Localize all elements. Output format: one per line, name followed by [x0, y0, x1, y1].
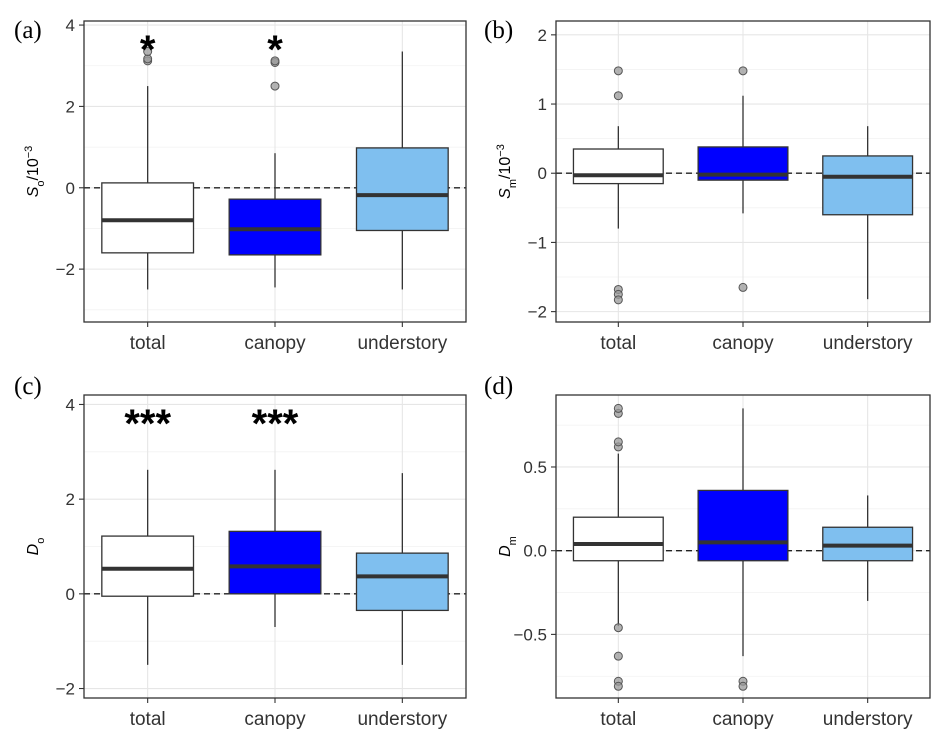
x-tick-label: canopy — [244, 333, 306, 354]
chart-panel: *** *** 4 2 0 −2 total canopy understory Do (c) — [14, 373, 467, 730]
y-axis-label-subscript: o — [35, 181, 47, 187]
y-tick-label: 2 — [66, 97, 75, 116]
y-tick-label: 2 — [66, 490, 75, 509]
x-tick-label: understory — [823, 709, 913, 730]
x-tick-label: canopy — [712, 333, 774, 354]
outlier-point — [738, 681, 748, 691]
y-tick-label: 4 — [66, 16, 75, 35]
outlier-point — [613, 437, 623, 447]
chart-panel: 2 1 0 −1 −2 total canopy understory Sm/10−3 (b) — [484, 17, 931, 354]
box-total — [101, 469, 195, 665]
y-axis-label-suffix: /10 — [25, 158, 42, 180]
box-total — [572, 66, 664, 305]
y-axis-label-subscript: m — [507, 536, 519, 545]
iqr-box — [355, 552, 449, 612]
y-axis-label-symbol: S — [25, 186, 42, 197]
outlier-point — [613, 66, 623, 76]
box-canopy — [697, 66, 789, 292]
iqr-box — [228, 198, 322, 256]
significance-label: * — [140, 28, 156, 72]
significance-label: * — [267, 28, 283, 72]
outlier-point — [613, 681, 623, 691]
significance-label: *** — [252, 402, 299, 446]
y-axis-label: Dm — [497, 536, 519, 557]
y-axis-label: So/10−3 — [23, 146, 47, 198]
outlier-point — [613, 623, 623, 633]
x-tick-label: understory — [357, 333, 447, 354]
box-total — [101, 47, 195, 290]
y-tick-label: −2 — [56, 680, 75, 699]
y-tick-label: −0.5 — [513, 625, 547, 644]
y-tick-label: −1 — [528, 233, 547, 252]
y-axis-label-symbol: D — [497, 545, 514, 557]
iqr-box — [101, 535, 195, 597]
y-tick-label: 1 — [538, 95, 547, 114]
box-canopy — [228, 469, 322, 627]
box-understory — [822, 126, 914, 300]
y-axis-label-exponent: −3 — [495, 144, 507, 157]
y-axis-label-suffix: /10 — [497, 157, 514, 179]
y-axis-label-symbol: S — [497, 188, 514, 199]
box-understory — [355, 473, 449, 665]
outlier-point — [613, 295, 623, 305]
x-tick-label: understory — [823, 333, 913, 354]
y-tick-label: 0.5 — [523, 458, 547, 477]
y-tick-label: 0 — [66, 585, 75, 604]
y-axis-label: Sm/10−3 — [495, 144, 519, 199]
panel-letter: (c) — [14, 373, 42, 400]
panel-letter: (a) — [14, 17, 42, 44]
box-understory — [822, 495, 914, 601]
outlier-point — [270, 56, 280, 66]
x-tick-label: canopy — [712, 709, 774, 730]
iqr-box — [572, 148, 664, 185]
x-tick-label: total — [130, 333, 166, 354]
outlier-point — [613, 91, 623, 101]
y-tick-label: 4 — [66, 395, 75, 414]
iqr-box — [355, 147, 449, 232]
y-axis-label-exponent: −3 — [23, 146, 35, 159]
iqr-box — [572, 516, 664, 562]
y-tick-label: 0.0 — [523, 542, 547, 561]
y-tick-label: −2 — [528, 303, 547, 322]
y-tick-label: 0 — [538, 164, 547, 183]
box-understory — [355, 51, 449, 290]
y-tick-label: 0 — [66, 179, 75, 198]
x-tick-label: total — [130, 709, 166, 730]
y-axis-label: Do — [25, 538, 47, 556]
box-canopy — [228, 56, 322, 288]
iqr-box — [697, 489, 789, 562]
chart-panel: * * 4 2 0 −2 total canopy understory So/10−3 (a) — [14, 16, 467, 354]
x-tick-label: canopy — [244, 709, 306, 730]
outlier-point — [738, 66, 748, 76]
significance-label: *** — [124, 402, 171, 446]
x-tick-label: total — [600, 709, 636, 730]
outlier-point — [613, 651, 623, 661]
y-axis-label-subscript: m — [507, 179, 519, 188]
x-tick-label: understory — [357, 709, 447, 730]
y-tick-label: 2 — [538, 26, 547, 45]
outlier-point — [143, 47, 153, 57]
iqr-box — [822, 155, 914, 216]
iqr-box — [228, 530, 322, 595]
y-axis-label-subscript: o — [35, 538, 47, 544]
x-tick-label: total — [600, 333, 636, 354]
panel-letter: (b) — [484, 17, 513, 44]
chart-panel: 0.5 0.0 −0.5 total canopy understory Dm (d) — [484, 373, 931, 730]
outlier-point — [738, 282, 748, 292]
y-tick-label: −2 — [56, 260, 75, 279]
outlier-point — [270, 81, 280, 91]
panel-letter: (d) — [484, 373, 513, 400]
outlier-point — [613, 403, 623, 413]
box-total — [572, 403, 664, 691]
iqr-box — [101, 182, 195, 254]
y-axis-label-symbol: D — [25, 543, 42, 555]
box-canopy — [697, 408, 789, 691]
